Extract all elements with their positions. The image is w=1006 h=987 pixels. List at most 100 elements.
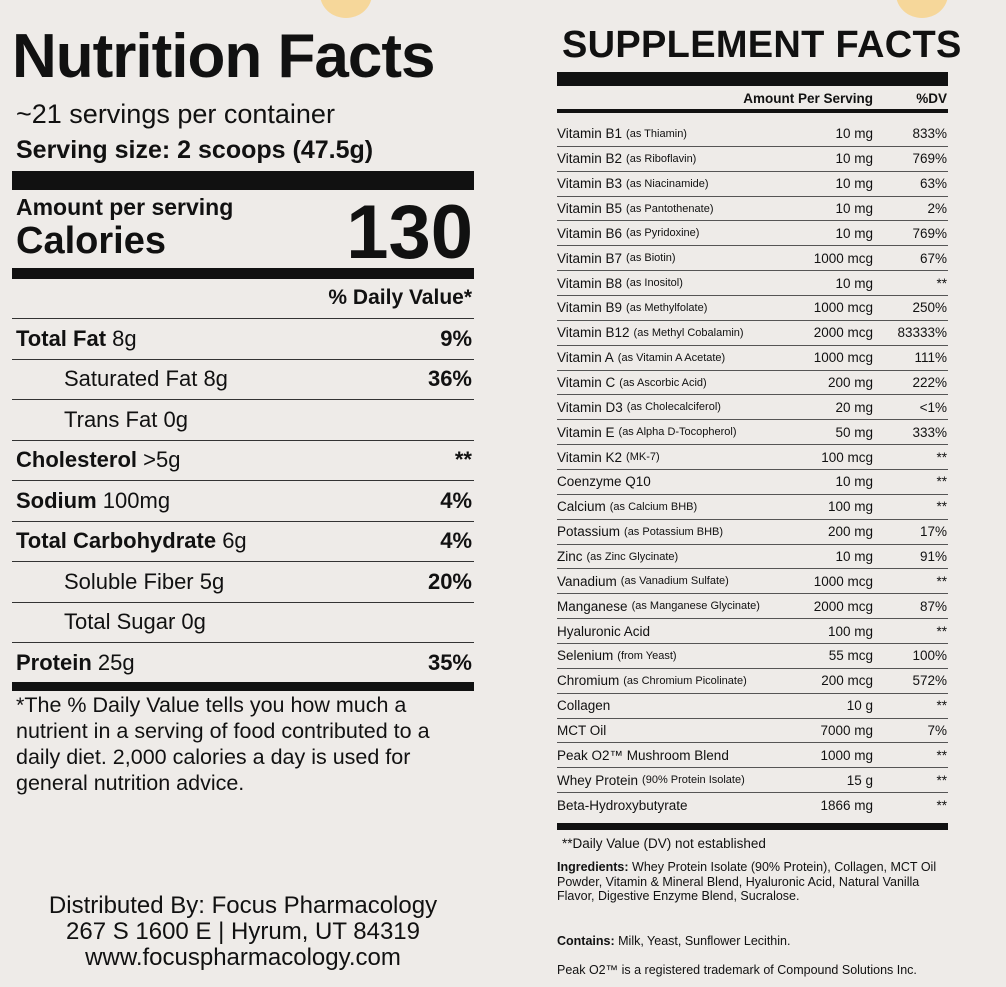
supplement-row: Vitamin B3 (as Niacinamide) 10 mg 63%: [557, 172, 948, 197]
nutrient-dv: **: [454, 447, 472, 473]
ingredient-amount: 200 mg: [827, 375, 873, 391]
ingredient-dv: 91%: [919, 549, 947, 565]
decoration: [320, 0, 372, 18]
nutrient: Total Carbohydrate 6g: [16, 528, 247, 554]
distributor-line: www.focuspharmacology.com: [85, 944, 401, 971]
nutrient-name: Cholesterol: [16, 447, 138, 473]
divider: [12, 171, 474, 190]
nutrient-dv: 36%: [427, 366, 472, 392]
ingredient-amount: 10 mg: [835, 275, 873, 291]
contains-label: Contains:: [557, 934, 615, 948]
nutrient-dv: 35%: [427, 649, 472, 675]
ingredient-name: Coenzyme Q10: [557, 474, 651, 490]
ingredient-dv: **: [936, 449, 947, 465]
ingredient-source: (as Methylfolate): [626, 301, 708, 314]
nutrient-name: Protein: [16, 649, 92, 675]
ingredient-source: (as Riboflavin): [626, 152, 697, 165]
ingredient-dv: **: [936, 747, 947, 763]
ingredient-amount: 10 mg: [835, 176, 873, 192]
supplement-row: Vitamin K2 (MK-7) 100 mcg **: [557, 445, 948, 471]
ingredient-name: Peak O2™ Mushroom Blend: [557, 747, 729, 763]
ingredient-dv: 769%: [912, 151, 947, 167]
dv-header: % Daily Value*: [328, 286, 472, 309]
ingredients-text: Whey Protein Isolate (90% Protein), Coll…: [557, 860, 937, 903]
ingredient-amount: 100 mcg: [821, 449, 873, 465]
ingredient-dv: 87%: [919, 598, 947, 614]
ingredient-amount: 1000 mcg: [813, 300, 873, 316]
ingredient-source: (as Pantothenate): [626, 202, 714, 215]
nutrient-amount: 0g: [181, 609, 206, 635]
supplement-title: SUPPLEMENT FACTS: [562, 24, 962, 66]
ingredient-name: Whey Protein: [557, 772, 639, 788]
nutrient-name: Saturated Fat: [64, 366, 198, 392]
ingredient-name: Vitamin B5: [557, 201, 623, 216]
ingredient-source: (from Yeast): [617, 649, 677, 662]
ingredient-amount: 1866 mg: [820, 798, 873, 814]
supplement-row: Whey Protein (90% Protein Isolate) 15 g **: [557, 768, 948, 794]
ingredient-dv: 833%: [912, 126, 947, 142]
ingredient-source: (as Niacinamide): [626, 177, 709, 190]
ingredients-label: Ingredients:: [557, 860, 629, 874]
ingredients: Ingredients: Whey Protein Isolate (90% P…: [557, 860, 942, 904]
ingredient-source: (as Vitamin A Acetate): [617, 351, 726, 364]
ingredient-amount: 50 mg: [835, 424, 873, 440]
ingredient-amount: 1000 mcg: [813, 250, 873, 266]
supplement-rows: Vitamin B1 (as Thiamin) 10 mg 833% Vitamin B…: [557, 122, 948, 818]
nutrient-dv: 20%: [427, 568, 472, 594]
nutrition-row: Trans Fat 0g: [12, 399, 474, 440]
ingredient-name: Vitamin K2: [557, 449, 623, 465]
ingredient-amount: 200 mg: [827, 524, 873, 540]
ingredient-name: Calcium: [557, 499, 606, 515]
ingredient-dv: **: [936, 474, 947, 490]
distributor-line: 267 S 1600 E | Hyrum, UT 84319: [66, 918, 420, 945]
nutrient-name: Total Sugar: [64, 609, 176, 635]
calories: 130: [346, 190, 473, 275]
nutrient-amount: >5g: [143, 447, 181, 473]
nutrient-name: Total Fat: [16, 325, 107, 351]
ingredient-amount: 10 g: [846, 698, 873, 714]
nutrition-row: Cholesterol >5g **: [12, 439, 474, 481]
nutrient: Total Fat 8g: [16, 326, 137, 352]
ingredient-name: Vitamin B12: [557, 325, 630, 341]
ingredient-source: (as Manganese Glycinate): [631, 600, 760, 613]
nutrient-dv: 9%: [440, 325, 472, 351]
footnote: *The % Daily Value tells you how much a …: [16, 693, 430, 795]
contains: Contains: Milk, Yeast, Sunflower Lecithi…: [557, 934, 790, 948]
ingredient-name: Vitamin B6: [557, 225, 623, 241]
ingredient-dv: <1%: [919, 399, 947, 415]
ingredient-source: (as Alpha D-Tocopherol): [618, 426, 737, 439]
serving-size: Serving size: 2 scoops (47.5g): [16, 136, 374, 164]
ingredient-amount: 10 mg: [835, 151, 873, 167]
nutrition-row: Soluble Fiber 5g 20%: [12, 561, 474, 602]
ingredient-dv: 63%: [919, 176, 947, 192]
nutrient-amount: 6g: [222, 528, 247, 554]
nutrient: Saturated Fat 8g: [64, 366, 228, 392]
ingredient-name: Potassium: [557, 524, 621, 540]
ingredient-amount: 10 mg: [835, 549, 873, 565]
supplement-row: Vitamin B7 (as Biotin) 1000 mcg 67%: [557, 246, 948, 272]
nutrient: Cholesterol >5g: [16, 447, 180, 473]
ingredient-amount: 200 mcg: [821, 673, 873, 689]
ingredient-dv: **: [936, 275, 947, 291]
nutrition-row: Sodium 100mg 4%: [12, 480, 474, 521]
ingredient-source: (as Pyridoxine): [626, 227, 700, 240]
divider: [12, 682, 474, 691]
ingredient-amount: 10 mg: [835, 201, 873, 216]
nutrient: Protein 25g: [16, 650, 135, 676]
ingredient-dv: 2%: [927, 201, 947, 216]
ingredient-dv: **: [936, 772, 947, 788]
ingredient-dv: **: [936, 623, 947, 639]
nutrient: Total Sugar 0g: [64, 609, 206, 635]
ingredient-dv: 100%: [912, 648, 947, 664]
ingredient-name: Vitamin B8: [557, 275, 623, 291]
supplement-row: Potassium (as Potassium BHB) 200 mg 17%: [557, 520, 948, 545]
ingredient-source: (as Biotin): [626, 252, 676, 265]
supplement-row: Vitamin E (as Alpha D-Tocopherol) 50 mg 333…: [557, 420, 948, 446]
ingredient-dv: 250%: [912, 300, 947, 316]
amount-header: Amount Per Serving: [743, 91, 873, 106]
ingredient-dv: 572%: [912, 673, 947, 689]
nutrition-row: Protein 25g 35%: [12, 642, 474, 683]
ingredient-source: (90% Protein Isolate): [642, 774, 745, 787]
ingredient-source: (as Vanadium Sulfate): [620, 575, 729, 588]
